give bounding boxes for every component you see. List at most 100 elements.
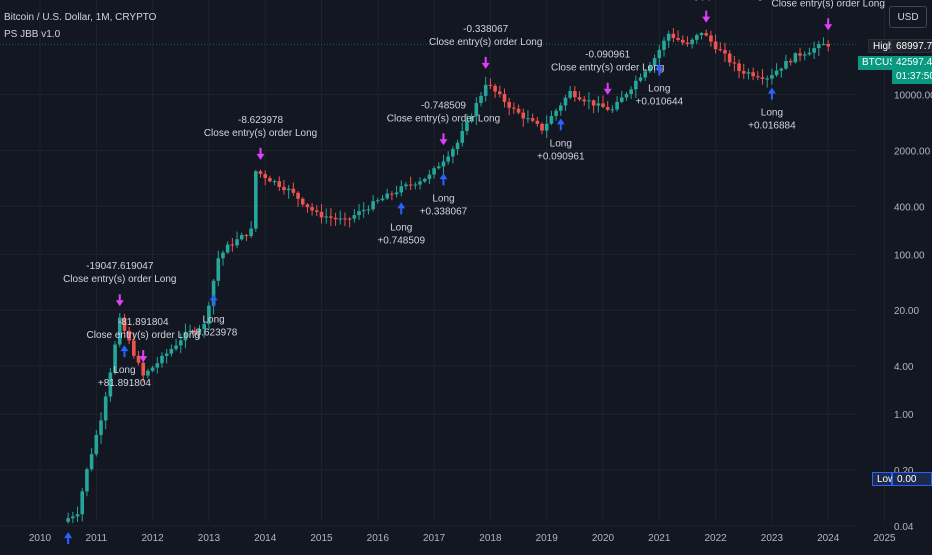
candle: [652, 58, 657, 66]
long-entry-arrow-icon: [556, 118, 565, 131]
candle: [197, 329, 202, 333]
candle: [441, 161, 446, 167]
candle: [713, 41, 718, 50]
candle: [605, 106, 610, 110]
candle: [770, 75, 774, 79]
y-tick-label: 0.04: [894, 522, 914, 533]
close-exit-arrow-icon: [824, 18, 833, 31]
strategy-name[interactable]: PS JBB v1.0: [4, 29, 61, 40]
candle: [788, 61, 793, 63]
candle: [746, 72, 751, 74]
candle: [455, 142, 460, 150]
candle: [385, 193, 389, 199]
candle: [376, 200, 380, 202]
candle: [526, 118, 530, 120]
close-exit-arrow-icon: [115, 294, 124, 307]
x-tick-label: 2019: [536, 533, 559, 544]
candle: [704, 33, 709, 36]
candle: [657, 49, 662, 59]
candle: [591, 100, 596, 106]
candle: [108, 372, 113, 397]
close-exit-label: Close entry(s) order Long: [63, 274, 176, 285]
candle: [718, 49, 723, 51]
candle: [817, 44, 821, 49]
candle: [465, 121, 469, 131]
long-entry-quantity: +0.748509: [377, 235, 425, 246]
long-entry-quantity: +81.891804: [98, 378, 152, 389]
candle: [474, 102, 479, 117]
candle: [188, 330, 192, 332]
candle: [141, 362, 146, 376]
candle: [756, 76, 760, 78]
candle: [671, 33, 676, 38]
candle: [568, 91, 572, 98]
x-tick-label: 2022: [704, 533, 727, 544]
candle: [216, 258, 221, 281]
low-label: Low: [872, 472, 895, 486]
candle: [127, 330, 131, 341]
candle: [695, 35, 699, 40]
x-tick-label: 2012: [141, 533, 164, 544]
close-exit-arrow-icon: [139, 350, 148, 363]
candle: [183, 331, 188, 341]
candle: [507, 101, 511, 108]
long-entry-label: Long: [550, 138, 572, 149]
candle: [779, 68, 784, 71]
symbol-tag: BTCUSD: [858, 56, 903, 70]
candle: [436, 166, 441, 169]
close-exit-label: Close entry(s) order Long: [772, 0, 885, 9]
candle: [113, 344, 117, 373]
long-entry-label: Long: [390, 222, 412, 233]
candle: [394, 192, 399, 195]
candle: [66, 518, 70, 522]
long-entry-arrow-icon: [397, 202, 406, 215]
long-entry-arrow-icon: [439, 173, 448, 186]
candle: [601, 103, 605, 107]
candle: [798, 53, 802, 56]
candle: [521, 112, 526, 119]
candle: [784, 61, 788, 69]
candle: [85, 469, 89, 492]
candle: [286, 188, 291, 191]
y-tick-label: 0.20: [894, 466, 914, 477]
candle: [221, 252, 225, 259]
candle: [150, 367, 155, 371]
close-exit-quantity: -8.623978: [238, 115, 283, 126]
candle: [634, 80, 638, 90]
candle: [821, 43, 826, 45]
candle: [582, 99, 587, 102]
close-exit-quantity: -0.090961: [585, 50, 630, 61]
x-tick-label: 2011: [86, 533, 108, 544]
candle: [254, 171, 258, 229]
candle: [235, 239, 239, 246]
y-tick-label: 2000.00: [894, 146, 931, 157]
y-tick-label: 100.00: [894, 250, 925, 261]
currency-button[interactable]: USD: [889, 6, 927, 28]
x-tick-label: 2014: [254, 533, 277, 544]
close-exit-label: Close entry(s) order Long: [650, 0, 763, 2]
candle: [225, 244, 230, 253]
candle: [727, 53, 732, 63]
candle: [310, 207, 314, 211]
candle: [573, 91, 577, 98]
high-value: 68997.75: [891, 39, 932, 53]
candle: [122, 317, 127, 331]
candle: [807, 52, 812, 55]
candle: [502, 94, 507, 102]
close-exit-quantity: -0.338067: [463, 24, 508, 35]
candle: [413, 184, 418, 186]
long-entry-quantity: +0.010644: [636, 97, 684, 108]
close-exit-arrow-icon: [439, 133, 448, 146]
x-tick-label: 2013: [198, 533, 221, 544]
candle: [624, 94, 629, 98]
candle: [643, 71, 648, 78]
close-exit-label: Close entry(s) order Long: [387, 113, 500, 124]
candle: [751, 72, 755, 77]
candle: [535, 120, 540, 124]
long-entry-quantity: +8.623978: [190, 327, 238, 338]
candle: [469, 116, 474, 122]
candle: [699, 33, 704, 36]
close-exit-label: Close entry(s) order Long: [87, 330, 200, 341]
